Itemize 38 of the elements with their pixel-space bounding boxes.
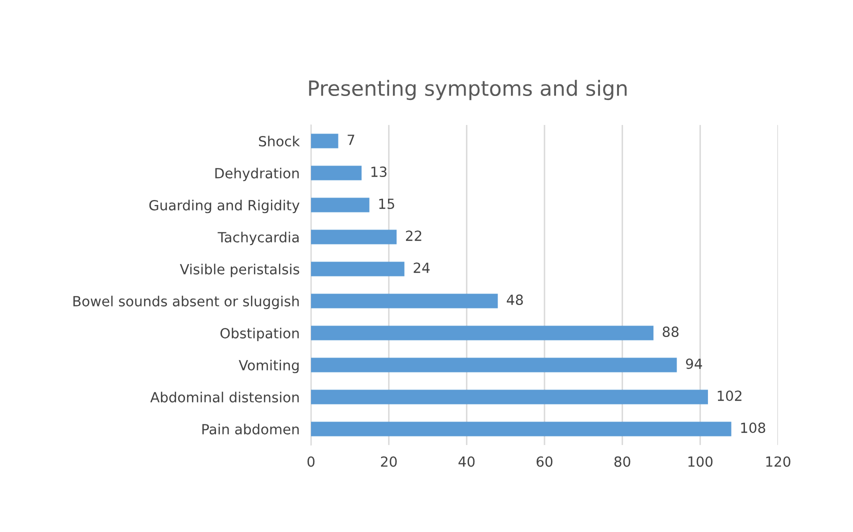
bar <box>311 134 338 148</box>
y-tick-label: Dehydration <box>215 168 299 182</box>
data-label: 7 <box>348 134 354 145</box>
data-label: 24 <box>414 262 430 273</box>
data-label: 15 <box>379 198 394 210</box>
x-tick-label: 20 <box>381 456 397 467</box>
y-tick-label: Shock <box>259 136 300 146</box>
y-tick-label: Vomiting <box>238 360 299 374</box>
data-label: 102 <box>718 390 742 402</box>
y-tick-label: Pain abdomen <box>202 424 299 434</box>
bar <box>311 262 404 276</box>
data-label: 94 <box>686 358 702 370</box>
data-label: 22 <box>406 230 422 241</box>
bar <box>311 358 677 372</box>
y-tick-label: Obstipation <box>220 328 299 342</box>
x-tick-label: 80 <box>614 456 630 467</box>
data-label: 13 <box>371 166 386 178</box>
y-tick-label: Guarding and Rigidity <box>149 200 300 214</box>
bar <box>311 294 498 308</box>
y-tick-label: Bowel sounds absent or sluggish <box>73 296 299 310</box>
x-tick-label: 40 <box>458 456 475 467</box>
bar <box>311 422 732 436</box>
x-tick-label: 120 <box>766 456 790 467</box>
x-tick-label: 0 <box>307 456 314 467</box>
x-tick-label: 100 <box>688 456 712 467</box>
y-tick-label: Abdominal distension <box>150 392 299 402</box>
chart-title: Presenting symptoms and sign <box>309 80 627 100</box>
x-tick-label: 60 <box>536 456 552 467</box>
bar <box>311 326 654 340</box>
bar <box>311 198 370 212</box>
data-label: 108 <box>741 422 766 434</box>
data-label: 88 <box>662 326 679 338</box>
bar <box>311 230 397 244</box>
y-tick-label: Tachycardia <box>218 232 299 246</box>
bar <box>311 166 362 180</box>
data-label: 48 <box>506 294 523 306</box>
bar <box>311 390 708 404</box>
y-tick-label: Visible peristalsis <box>180 264 300 278</box>
